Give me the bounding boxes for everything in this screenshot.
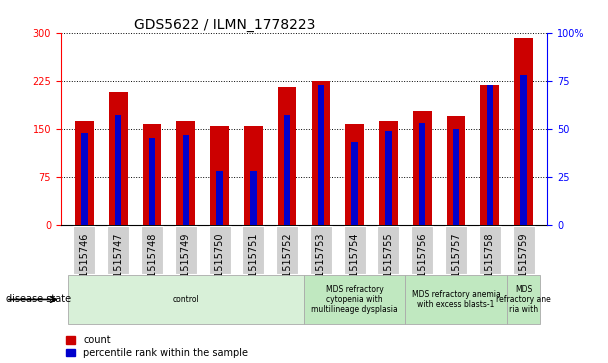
Text: GSM1515753: GSM1515753 (316, 232, 326, 298)
Bar (182, 135, 189, 225)
Bar (520, 75, 527, 225)
Bar (413, 111, 432, 225)
Bar (486, 85, 493, 225)
Bar (216, 171, 223, 225)
Text: GSM1515746: GSM1515746 (80, 232, 89, 298)
Bar (81, 133, 88, 225)
Text: GSM1515757: GSM1515757 (451, 232, 461, 298)
FancyBboxPatch shape (141, 226, 163, 274)
Bar (351, 142, 358, 225)
Bar (453, 129, 459, 225)
FancyBboxPatch shape (513, 226, 534, 274)
Bar (115, 115, 122, 225)
FancyBboxPatch shape (243, 226, 264, 274)
Text: GSM1515755: GSM1515755 (384, 232, 393, 298)
Text: MDS refractory anemia
with excess blasts-1: MDS refractory anemia with excess blasts… (412, 290, 500, 309)
Bar (149, 139, 155, 225)
Bar (109, 92, 128, 225)
Legend: count, percentile rank within the sample: count, percentile rank within the sample (66, 335, 248, 358)
Bar (311, 81, 330, 225)
Text: GSM1515756: GSM1515756 (417, 232, 427, 298)
FancyBboxPatch shape (506, 274, 541, 325)
Text: GSM1515749: GSM1515749 (181, 232, 191, 298)
Text: GSM1515752: GSM1515752 (282, 232, 292, 298)
Bar (385, 131, 392, 225)
Text: GSM1515759: GSM1515759 (519, 232, 528, 298)
FancyBboxPatch shape (344, 226, 365, 274)
Bar (244, 126, 263, 225)
Bar (419, 123, 426, 225)
Text: MDS
refractory ane
ria with: MDS refractory ane ria with (496, 285, 551, 314)
Bar (480, 85, 499, 225)
Bar (250, 171, 257, 225)
Bar (345, 124, 364, 225)
FancyBboxPatch shape (74, 226, 95, 274)
FancyBboxPatch shape (479, 226, 501, 274)
Text: GSM1515747: GSM1515747 (113, 232, 123, 298)
Text: MDS refractory
cytopenia with
multilineage dysplasia: MDS refractory cytopenia with multilinea… (311, 285, 398, 314)
FancyBboxPatch shape (445, 226, 467, 274)
Text: GSM1515751: GSM1515751 (248, 232, 258, 298)
FancyBboxPatch shape (276, 226, 298, 274)
Text: GSM1515750: GSM1515750 (215, 232, 224, 298)
Bar (210, 126, 229, 225)
Bar (176, 121, 195, 225)
Bar (514, 38, 533, 225)
Bar (317, 85, 324, 225)
FancyBboxPatch shape (67, 274, 304, 325)
FancyBboxPatch shape (209, 226, 230, 274)
Bar (143, 124, 161, 225)
Text: GDS5622 / ILMN_1778223: GDS5622 / ILMN_1778223 (134, 18, 315, 32)
Bar (278, 87, 296, 225)
Bar (447, 116, 465, 225)
Text: GSM1515748: GSM1515748 (147, 232, 157, 298)
Text: GSM1515754: GSM1515754 (350, 232, 360, 298)
Bar (284, 115, 291, 225)
Text: disease state: disease state (6, 294, 71, 305)
Text: GSM1515758: GSM1515758 (485, 232, 495, 298)
FancyBboxPatch shape (304, 274, 406, 325)
FancyBboxPatch shape (411, 226, 433, 274)
Bar (379, 121, 398, 225)
FancyBboxPatch shape (175, 226, 197, 274)
FancyBboxPatch shape (107, 226, 130, 274)
FancyBboxPatch shape (406, 274, 506, 325)
Text: control: control (173, 295, 199, 304)
Bar (75, 121, 94, 225)
FancyBboxPatch shape (310, 226, 332, 274)
FancyBboxPatch shape (378, 226, 399, 274)
